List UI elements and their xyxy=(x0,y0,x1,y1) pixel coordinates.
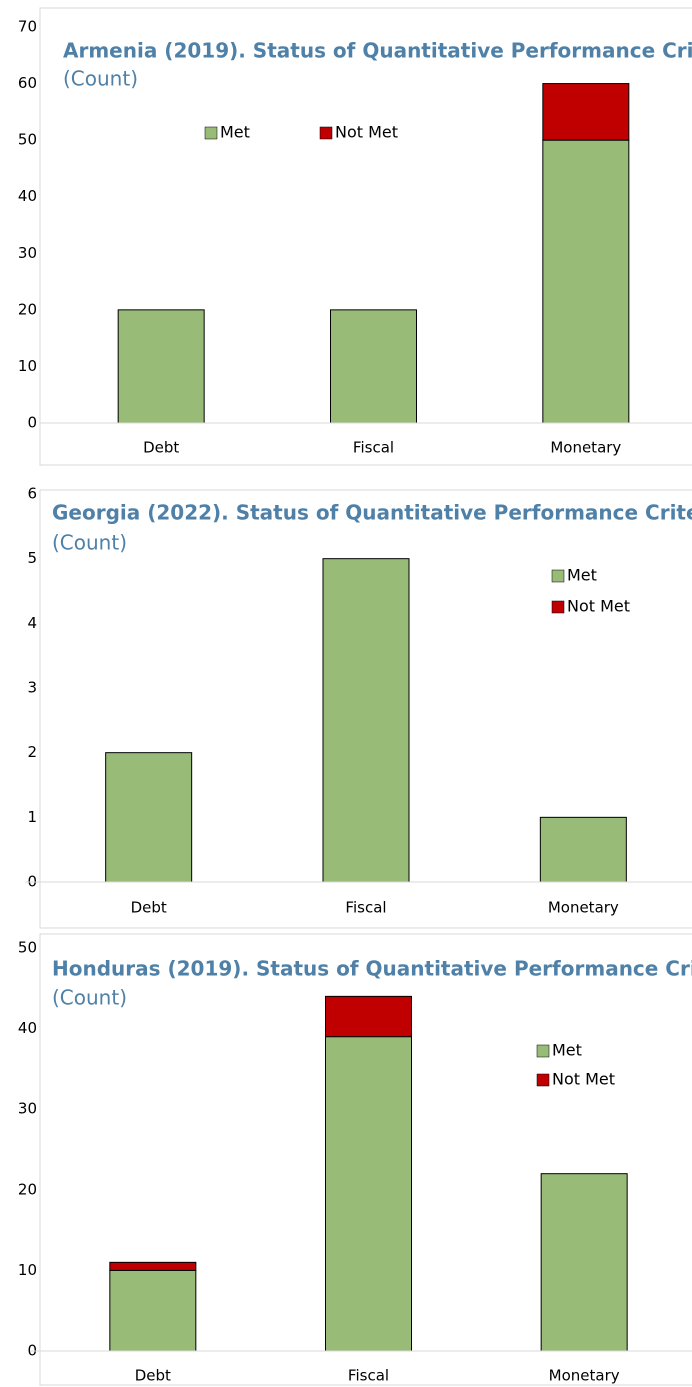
x-tick-label: Fiscal xyxy=(345,899,386,917)
y-tick-label: 1 xyxy=(27,808,37,826)
bar-segment xyxy=(330,309,417,424)
y-tick-label: 40 xyxy=(18,1019,37,1037)
x-tick-label: Debt xyxy=(135,1367,171,1385)
y-tick-label: 0 xyxy=(27,414,37,432)
x-tick-label: Monetary xyxy=(549,1367,620,1385)
legend-swatch xyxy=(204,126,218,140)
x-tick-label: Monetary xyxy=(548,899,619,917)
y-tick-label: 30 xyxy=(18,244,37,262)
chart-title: Honduras (2019). Status of Quantitative … xyxy=(52,957,692,981)
x-tick-label: Monetary xyxy=(550,439,621,457)
x-tick-label: Debt xyxy=(143,439,179,457)
bar-segment xyxy=(109,1269,197,1352)
bar-segment xyxy=(539,816,627,883)
bar-segment xyxy=(325,995,412,1038)
y-tick-label: 70 xyxy=(18,18,37,36)
legend-swatch xyxy=(551,569,565,583)
legend-swatch xyxy=(536,1044,550,1058)
legend-label: Not Met xyxy=(335,123,398,142)
chart-subtitle: (Count) xyxy=(63,67,138,91)
y-tick-label: 6 xyxy=(27,485,37,503)
chart-subtitle: (Count) xyxy=(52,986,127,1010)
legend-swatch xyxy=(551,600,565,614)
x-tick-label: Debt xyxy=(131,899,167,917)
y-tick-label: 4 xyxy=(27,614,37,632)
chart-title: Armenia (2019). Status of Quantitative P… xyxy=(63,39,692,63)
chart-title: Georgia (2022). Status of Quantitative P… xyxy=(52,501,692,525)
bar-segment xyxy=(322,558,410,883)
legend-label: Not Met xyxy=(552,1070,615,1089)
y-tick-label: 3 xyxy=(27,679,37,697)
y-tick-label: 60 xyxy=(18,74,37,92)
legend-label: Met xyxy=(552,1041,582,1060)
legend-swatch xyxy=(536,1073,550,1087)
y-tick-label: 10 xyxy=(18,357,37,375)
bar-segment xyxy=(540,1173,628,1352)
y-tick-label: 50 xyxy=(18,131,37,149)
bar-segment xyxy=(325,1036,412,1352)
legend-swatch xyxy=(319,126,333,140)
bar-segment xyxy=(542,139,630,424)
y-tick-label: 30 xyxy=(18,1100,37,1118)
bar-segment xyxy=(105,752,193,883)
legend-label: Met xyxy=(567,566,597,585)
legend-label: Met xyxy=(220,123,250,142)
x-tick-label: Fiscal xyxy=(348,1367,389,1385)
y-tick-label: 50 xyxy=(18,939,37,957)
panel xyxy=(39,933,692,1386)
y-tick-label: 2 xyxy=(27,743,37,761)
legend-label: Not Met xyxy=(567,597,630,616)
y-tick-label: 5 xyxy=(27,549,37,567)
y-tick-label: 20 xyxy=(18,1180,37,1198)
y-tick-label: 20 xyxy=(18,300,37,318)
y-tick-label: 10 xyxy=(18,1261,37,1279)
bar-segment xyxy=(117,309,205,424)
panel xyxy=(39,7,692,466)
y-tick-label: 40 xyxy=(18,187,37,205)
panel xyxy=(39,489,692,929)
x-tick-label: Fiscal xyxy=(353,439,394,457)
bar-segment xyxy=(542,83,630,141)
bar-segment xyxy=(109,1261,197,1271)
chart-subtitle: (Count) xyxy=(52,531,127,555)
